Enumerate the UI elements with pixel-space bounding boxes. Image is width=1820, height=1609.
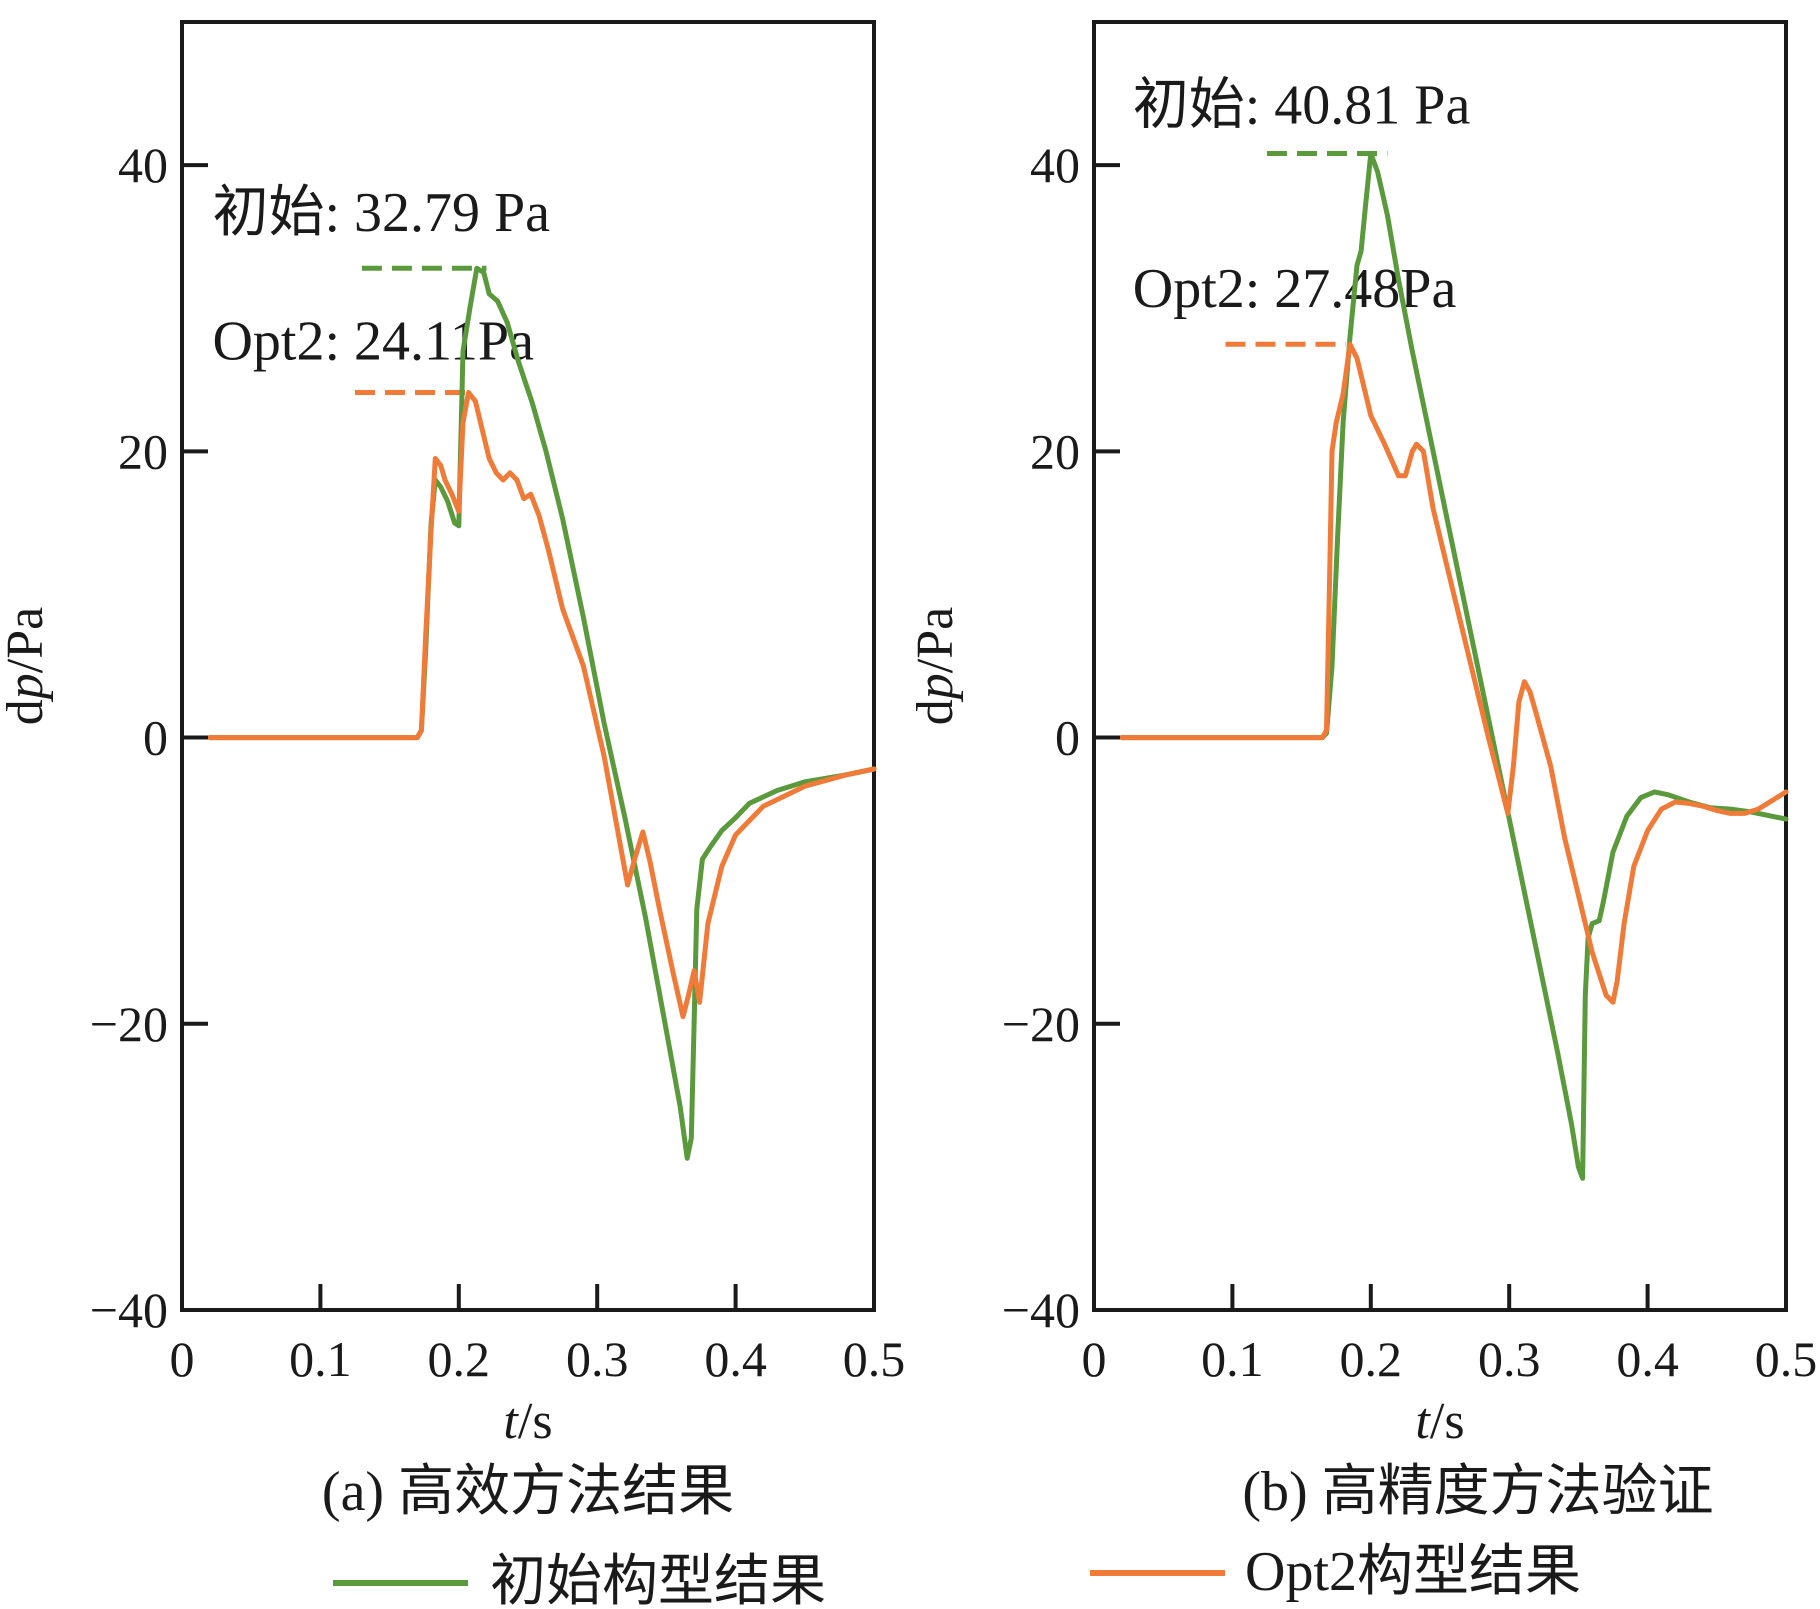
panel-a-y-tick-label: 20 <box>118 423 168 479</box>
panel-a: −40 −20 0 20 40 0 0.1 0.2 0.3 0.4 0.5 初始: 32.79 P… <box>0 20 906 1523</box>
panel-a-peak-label-opt2: Opt2: 24.11Pa <box>212 311 534 373</box>
panel-b-x-tick-label: 0 <box>1082 1331 1107 1387</box>
panel-b-y-tick-label: 0 <box>1055 710 1080 766</box>
panel-b-y-ticks: −40 −20 0 20 40 <box>1002 137 1120 1338</box>
panel-a-y-tick-label: 0 <box>143 710 168 766</box>
panel-a-y-tick-label: 40 <box>118 137 168 193</box>
panel-a-x-tick-label: 0.4 <box>704 1331 767 1387</box>
panel-a-y-axis-label: dp/Pa <box>0 607 54 725</box>
panel-a-annotations: 初始: 32.79 Pa Opt2: 24.11Pa <box>212 182 550 396</box>
panel-b-y-tick-label: 40 <box>1030 137 1080 193</box>
panel-a-x-tick-label: 0 <box>170 1331 195 1387</box>
panel-b-x-tick-label: 0.1 <box>1201 1331 1264 1387</box>
legend-opt2-label: Opt2构型结果 <box>1245 1541 1581 1603</box>
panel-a-x-axis-label: t/s <box>503 1393 552 1450</box>
panel-a-x-tick-label: 0.5 <box>843 1331 906 1387</box>
panel-b-series-line-opt2 <box>1119 341 1789 1005</box>
panel-b-x-tick-label: 0.4 <box>1616 1331 1679 1387</box>
panel-a-series-line-opt2 <box>207 390 877 1020</box>
panel-a-x-tick-label: 0.3 <box>566 1331 629 1387</box>
panel-a-peak-label-initial: 初始: 32.79 Pa <box>212 182 550 244</box>
panel-b-y-axis-label: dp/Pa <box>907 607 964 725</box>
panel-b-caption: (b) 高精度方法验证 <box>1242 1461 1713 1523</box>
panel-b-y-tick-label: −20 <box>1002 996 1080 1052</box>
panel-b-frame <box>1092 20 1788 1312</box>
panel-b: −40 −20 0 20 40 0 0.1 0.2 0.3 0.4 0.5 初始: 40.81 P… <box>907 20 1818 1523</box>
panel-a-plot-area <box>182 265 877 1161</box>
panel-b-x-tick-label: 0.3 <box>1478 1331 1541 1387</box>
panel-a-x-tick-label: 0.1 <box>289 1331 352 1387</box>
panel-b-x-tick-label: 0.5 <box>1755 1331 1818 1387</box>
panel-b-peak-label-initial: 初始: 40.81 Pa <box>1133 75 1471 137</box>
panel-b-series-line-initial <box>1119 151 1789 1181</box>
panel-b-peak-label-opt2: Opt2: 27.48Pa <box>1133 258 1457 320</box>
panel-b-annotations: 初始: 40.81 Pa Opt2: 27.48Pa <box>1133 75 1471 347</box>
panel-a-x-tick-label: 0.2 <box>428 1331 491 1387</box>
panel-a-caption: (a) 高效方法结果 <box>322 1461 734 1523</box>
legend-initial-label: 初始构型结果 <box>490 1551 826 1609</box>
panel-a-y-tick-label: −40 <box>90 1282 168 1338</box>
panel-b-x-ticks: 0 0.1 0.2 0.3 0.4 0.5 <box>1082 1284 1818 1387</box>
panel-b-x-axis-label: t/s <box>1415 1393 1464 1450</box>
panel-b-y-tick-label: 20 <box>1030 423 1080 479</box>
panel-a-frame <box>180 20 876 1312</box>
panel-a-x-ticks: 0 0.1 0.2 0.3 0.4 0.5 <box>170 1284 906 1387</box>
panel-a-series-line-initial <box>207 265 877 1161</box>
panel-b-x-tick-label: 0.2 <box>1340 1331 1403 1387</box>
panel-b-y-tick-label: −40 <box>1002 1282 1080 1338</box>
legend: 初始构型结果 Opt2构型结果 <box>333 1541 1581 1609</box>
panel-a-y-tick-label: −20 <box>90 996 168 1052</box>
panel-a-y-ticks: −40 −20 0 20 40 <box>90 137 208 1338</box>
panel-b-plot-area <box>1094 151 1789 1181</box>
